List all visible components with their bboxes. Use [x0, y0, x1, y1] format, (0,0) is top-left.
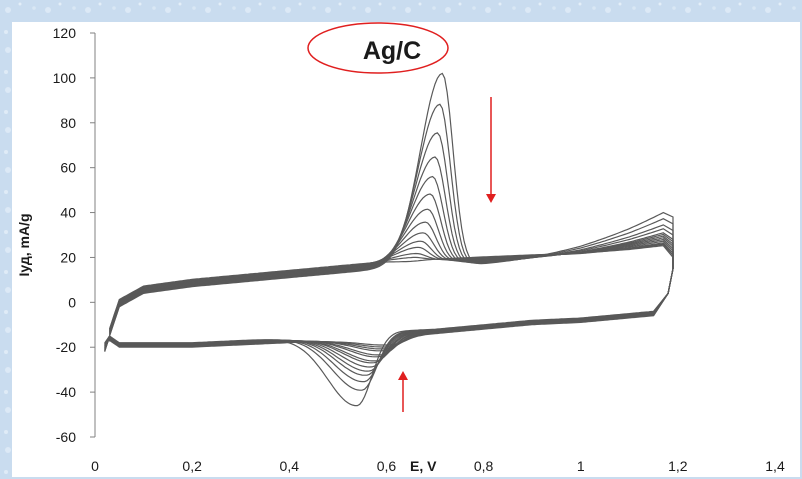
y-tick-label: 80 [60, 115, 76, 131]
y-tick-label: 100 [53, 70, 77, 86]
y-axis-label: Iуд, mA/g [16, 214, 32, 277]
x-tick-label: 0,6 [377, 458, 397, 474]
x-tick-label: 1,4 [765, 458, 785, 474]
x-tick-label: 0,2 [182, 458, 202, 474]
cv-curves [104, 72, 674, 407]
cv-cycle-curve [104, 245, 674, 348]
x-tick-label: 1 [577, 458, 585, 474]
y-tick-label: -60 [56, 429, 76, 445]
down-arrow [486, 97, 496, 203]
x-tick-label: 0 [91, 458, 99, 474]
cv-cycle-curve [104, 72, 674, 407]
y-tick-label: 0 [68, 294, 76, 310]
cv-cycle-curve [104, 221, 674, 362]
y-tick-label: 20 [60, 249, 76, 265]
chart-title: Ag/C [363, 37, 421, 65]
y-tick-label: 40 [60, 205, 76, 221]
y-tick-label: 120 [53, 25, 77, 41]
y-tick-label: -20 [56, 339, 76, 355]
x-tick-label: 0,4 [280, 458, 300, 474]
up-arrow [398, 371, 408, 412]
x-tick-label: 1,2 [668, 458, 688, 474]
title-circle [307, 22, 449, 74]
x-axis-label: E, V [410, 458, 437, 474]
x-tick-label: 0,8 [474, 458, 494, 474]
y-tick-label: -40 [56, 384, 76, 400]
y-tick-label: 60 [60, 160, 76, 176]
